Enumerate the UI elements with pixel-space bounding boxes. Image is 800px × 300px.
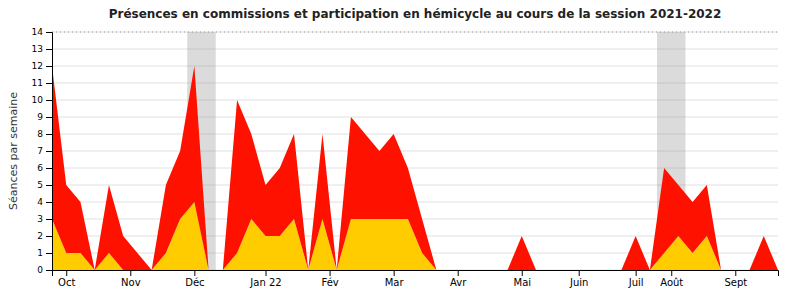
tick: 12 bbox=[32, 61, 52, 71]
tick-label: Fév bbox=[321, 277, 338, 288]
tick-label: 8 bbox=[37, 129, 43, 139]
tick: Jan 22 bbox=[249, 270, 281, 288]
tick-label: Juil bbox=[628, 277, 644, 288]
tick: 11 bbox=[32, 78, 52, 88]
axis-line bbox=[46, 33, 53, 271]
tick: 0 bbox=[37, 265, 52, 275]
tick-label: 1 bbox=[37, 248, 43, 258]
tick-mark bbox=[330, 270, 331, 276]
tick-label: 9 bbox=[37, 112, 43, 122]
tick-label: Déc bbox=[185, 277, 204, 288]
tick: 5 bbox=[37, 180, 52, 190]
tick: Mar bbox=[385, 270, 405, 288]
tick-label: 12 bbox=[32, 61, 43, 71]
tick: Déc bbox=[185, 270, 204, 288]
tick: Oct bbox=[58, 270, 75, 288]
tick-label: Mar bbox=[385, 277, 405, 288]
tick-mark bbox=[46, 49, 52, 50]
tick: 9 bbox=[37, 112, 52, 122]
title: Présences en commissions et participatio… bbox=[109, 7, 722, 21]
tick-mark bbox=[46, 202, 52, 203]
tick-mark bbox=[46, 151, 52, 152]
tick: 6 bbox=[37, 163, 52, 173]
tick-mark bbox=[394, 270, 395, 276]
tick-mark bbox=[46, 253, 52, 254]
tick-mark bbox=[735, 270, 736, 276]
tick-label: 10 bbox=[32, 95, 44, 105]
tick-mark bbox=[46, 236, 52, 237]
tick-mark bbox=[66, 270, 67, 276]
tick-mark bbox=[46, 270, 52, 271]
plot: Oct Nov Déc Jan 22 Fév Mar Avr Mai Juin Juil Août S… bbox=[32, 27, 779, 288]
tick-label: 11 bbox=[32, 78, 43, 88]
tick-label: Août bbox=[660, 277, 683, 288]
tick: Fév bbox=[321, 270, 338, 288]
tick-label: 2 bbox=[37, 231, 43, 241]
reference-line bbox=[52, 32, 778, 33]
tick: 4 bbox=[37, 197, 52, 207]
chart: Oct Nov Déc Jan 22 Fév Mar Avr Mai Juin Juil Août S… bbox=[0, 0, 800, 300]
tick-mark bbox=[579, 270, 580, 276]
tick-label: 6 bbox=[37, 163, 43, 173]
tick: 8 bbox=[37, 129, 52, 139]
tick: 3 bbox=[37, 214, 52, 224]
tick-label: 4 bbox=[37, 197, 43, 207]
tick-label: Sept bbox=[724, 277, 747, 288]
tick: 7 bbox=[37, 146, 52, 156]
tick-mark bbox=[194, 270, 195, 276]
tick-label: 3 bbox=[37, 214, 43, 224]
tick: 10 bbox=[32, 95, 52, 105]
tick: 13 bbox=[32, 44, 52, 54]
tick: 1 bbox=[37, 248, 52, 258]
tick-label: Oct bbox=[58, 277, 75, 288]
tick-label: Nov bbox=[121, 277, 141, 288]
tick-mark bbox=[458, 270, 459, 276]
tick-mark bbox=[46, 66, 52, 67]
tick-mark bbox=[522, 270, 523, 276]
tick: 2 bbox=[37, 231, 52, 241]
tick-label: 5 bbox=[37, 180, 43, 190]
tick-mark bbox=[636, 270, 637, 276]
y-axis-label: Séances par semaine bbox=[7, 92, 20, 210]
tick-label: 14 bbox=[32, 27, 44, 37]
tick: Mai bbox=[513, 270, 531, 288]
y-axis: 01234567891011121314 bbox=[32, 27, 53, 275]
axis-line bbox=[53, 271, 779, 277]
marks bbox=[52, 32, 778, 270]
tick-mark bbox=[46, 100, 52, 101]
tick-mark bbox=[46, 219, 52, 220]
tick-label: Jan 22 bbox=[249, 277, 281, 288]
x-axis: Oct Nov Déc Jan 22 Fév Mar Avr Mai Juin Juil Août S… bbox=[53, 270, 779, 288]
tick-label: 13 bbox=[32, 44, 43, 54]
tick-mark bbox=[46, 134, 52, 135]
tick: 14 bbox=[32, 27, 52, 37]
tick-label: 7 bbox=[37, 146, 43, 156]
tick-mark bbox=[266, 270, 267, 276]
tick-label: Mai bbox=[513, 277, 531, 288]
tick-mark bbox=[671, 270, 672, 276]
tick-mark bbox=[46, 168, 52, 169]
tick-mark bbox=[46, 83, 52, 84]
area bbox=[52, 66, 778, 270]
tick-label: Juin bbox=[569, 277, 588, 288]
tick: Juil bbox=[628, 270, 644, 288]
tick: Nov bbox=[121, 270, 141, 288]
tick-label: Avr bbox=[450, 277, 467, 288]
tick-mark bbox=[130, 270, 131, 276]
tick-label: 0 bbox=[37, 265, 43, 275]
grid bbox=[52, 32, 778, 270]
tick-mark bbox=[46, 117, 52, 118]
tick-mark bbox=[46, 32, 52, 33]
tick: Août bbox=[660, 270, 683, 288]
tick-mark bbox=[46, 185, 52, 186]
tick: Sept bbox=[724, 270, 747, 288]
tick: Juin bbox=[569, 270, 588, 288]
tick: Avr bbox=[450, 270, 467, 288]
